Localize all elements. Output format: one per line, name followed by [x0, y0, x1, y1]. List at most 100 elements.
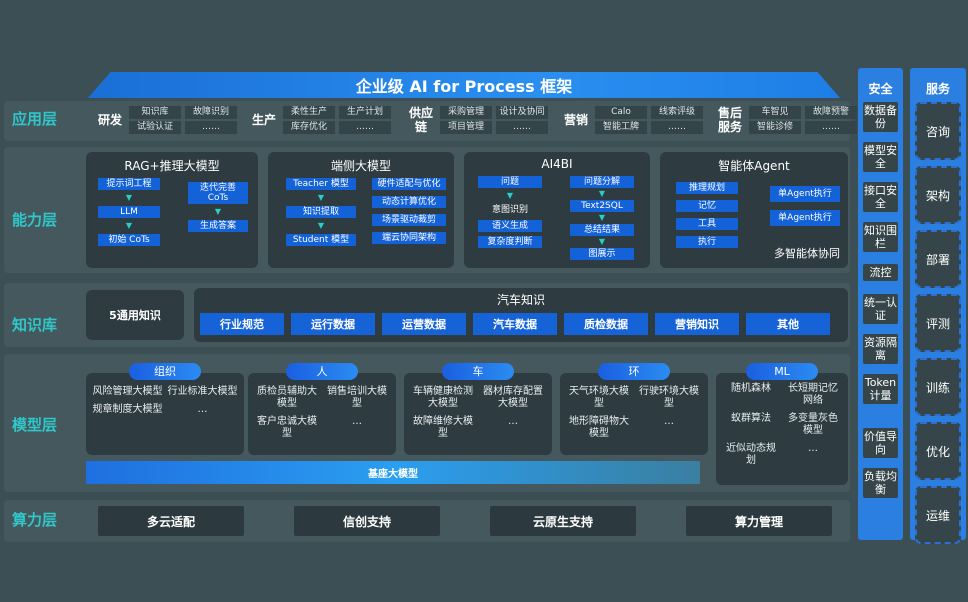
- app-item[interactable]: 故障识别: [185, 106, 237, 119]
- model-item[interactable]: …: [352, 416, 362, 427]
- compute-item[interactable]: 算力管理: [686, 506, 832, 536]
- app-item[interactable]: 生产计划: [339, 106, 391, 119]
- capability-panel-title: 智能体Agent: [718, 159, 790, 173]
- model-item[interactable]: …: [508, 416, 518, 427]
- capability-right-column: 问题分解 ▼ Text2SQL ▼ 总结结果 ▼ 图展示: [570, 176, 634, 260]
- model-item[interactable]: 天气环境大模型: [569, 386, 629, 409]
- model-item[interactable]: 风险管理大模型: [92, 386, 163, 397]
- app-item[interactable]: ……: [496, 121, 548, 134]
- model-group-panel: 质检员辅助大模型 销售培训大模型 客户忠诚大模型 …: [248, 373, 396, 455]
- app-item[interactable]: 库存优化: [283, 121, 335, 134]
- security-item[interactable]: 流控: [863, 264, 898, 281]
- model-group-items: 随机森林 长短期记忆网络蚁群算法 多变量灰色模型 近似动态规划 …: [722, 383, 842, 467]
- capability-step: 端云协同架构: [372, 232, 446, 244]
- app-item[interactable]: Calo: [595, 106, 647, 119]
- model-item[interactable]: 蚁群算法: [731, 413, 771, 424]
- model-item[interactable]: 多变量灰色模型: [788, 413, 838, 436]
- model-item[interactable]: 质检员辅助大模型: [257, 386, 317, 409]
- model-group-panel: 天气环境大模型 行驶环境大模型 地形障碍物大模型 …: [560, 373, 708, 455]
- app-group-name: 营销: [563, 113, 588, 127]
- model-item[interactable]: 客户忠诚大模型: [257, 416, 317, 439]
- model-item[interactable]: 地形障碍物大模型: [569, 416, 629, 439]
- model-item[interactable]: 近似动态规划: [726, 443, 776, 466]
- model-item[interactable]: 车辆健康检测大模型: [413, 386, 473, 409]
- service-item[interactable]: 优化: [915, 422, 961, 480]
- app-item[interactable]: 智能诊修: [749, 121, 801, 134]
- app-item[interactable]: 知识库: [129, 106, 181, 119]
- app-item[interactable]: 智能工牌: [595, 121, 647, 134]
- model-group-pill: 组织: [129, 363, 201, 380]
- model-item[interactable]: 规章制度大模型: [92, 404, 163, 415]
- capability-step: 复杂度判断: [478, 236, 542, 248]
- compute-item[interactable]: 多云适配: [98, 506, 244, 536]
- model-item[interactable]: …: [664, 416, 674, 427]
- model-item[interactable]: 行驶环境大模型: [639, 386, 699, 409]
- model-item[interactable]: 销售培训大模型: [327, 386, 387, 409]
- model-item[interactable]: 器材库存配置大模型: [483, 386, 543, 409]
- security-item[interactable]: Token计量: [863, 374, 898, 404]
- knowledge-item[interactable]: 汽车数据: [473, 313, 557, 335]
- security-item[interactable]: 模型安全: [863, 142, 898, 172]
- security-item[interactable]: 资源隔离: [863, 334, 898, 364]
- security-item[interactable]: 数据备份: [863, 102, 898, 132]
- capability-panel-title: 端侧大模型: [330, 159, 391, 173]
- knowledge-item[interactable]: 质检数据: [564, 313, 648, 335]
- model-item[interactable]: 长短期记忆网络: [788, 383, 838, 406]
- layer-label-knowledge: 知识库: [12, 316, 58, 334]
- knowledge-item[interactable]: 其他: [746, 313, 830, 335]
- security-item[interactable]: 负载均衡: [863, 468, 898, 498]
- app-item[interactable]: ……: [339, 121, 391, 134]
- app-item[interactable]: ……: [805, 121, 857, 134]
- app-item[interactable]: 设计及协同: [496, 106, 548, 119]
- security-item[interactable]: 知识围栏: [863, 222, 898, 252]
- service-item[interactable]: 架构: [915, 166, 961, 224]
- model-item[interactable]: …: [197, 404, 208, 415]
- service-item[interactable]: 运维: [915, 486, 961, 544]
- app-group: 售后服务 车智见 故障预警 智能诊修 ……: [716, 106, 857, 134]
- service-item[interactable]: 部署: [915, 230, 961, 288]
- app-item[interactable]: 故障预警: [805, 106, 857, 119]
- capability-step: 语义生成: [478, 220, 542, 232]
- service-item[interactable]: 训练: [915, 358, 961, 416]
- knowledge-item[interactable]: 行业规范: [200, 313, 284, 335]
- security-item[interactable]: 统一认证: [863, 294, 898, 324]
- compute-item[interactable]: 云原生支持: [490, 506, 636, 536]
- arrow-down-icon: ▼: [214, 207, 222, 216]
- app-group-name: 供应链: [408, 106, 433, 134]
- app-group: 营销 Calo 线索评级 智能工牌 ……: [562, 106, 703, 134]
- compute-item[interactable]: 信创支持: [294, 506, 440, 536]
- app-item[interactable]: 试验认证: [129, 121, 181, 134]
- capability-step: 动态计算优化: [372, 196, 446, 208]
- security-item[interactable]: 接口安全: [863, 182, 898, 212]
- model-item[interactable]: 故障维修大模型: [413, 416, 473, 439]
- service-item[interactable]: 评测: [915, 294, 961, 352]
- capability-step: 问题分解: [570, 176, 634, 188]
- base-model-bar: 基座大模型: [86, 461, 700, 484]
- arrow-down-icon: ▼: [598, 237, 606, 246]
- model-group-items: 天气环境大模型 行驶环境大模型 地形障碍物大模型 …: [566, 386, 702, 440]
- app-item[interactable]: 车智见: [749, 106, 801, 119]
- arrow-down-icon: ▼: [598, 213, 606, 222]
- security-item[interactable]: 价值导向: [863, 428, 898, 458]
- capability-left-column: 问题 ▼ 意图识别 语义生成 复杂度判断: [478, 176, 542, 248]
- model-item[interactable]: …: [808, 443, 818, 454]
- app-item[interactable]: 柔性生产: [283, 106, 335, 119]
- knowledge-item[interactable]: 营销知识: [655, 313, 739, 335]
- model-item[interactable]: 行业标准大模型: [167, 386, 238, 397]
- service-item[interactable]: 咨询: [915, 102, 961, 160]
- knowledge-item[interactable]: 运营数据: [382, 313, 466, 335]
- capability-right-column: 硬件适配与优化 动态计算优化 场景驱动裁剪 端云协同架构: [372, 178, 446, 244]
- app-item[interactable]: ……: [185, 121, 237, 134]
- general-knowledge: 5通用知识: [86, 290, 184, 340]
- app-item[interactable]: 线索评级: [651, 106, 703, 119]
- app-item[interactable]: 采购管理: [440, 106, 492, 119]
- app-item[interactable]: 项目管理: [440, 121, 492, 134]
- capability-step: 执行: [676, 236, 738, 248]
- capability-step: 单Agent执行: [770, 186, 840, 202]
- model-item[interactable]: 随机森林: [731, 383, 771, 394]
- capability-caption: 多智能体协同: [774, 247, 840, 260]
- layer-label-model: 模型层: [12, 416, 58, 434]
- app-item[interactable]: ……: [651, 121, 703, 134]
- knowledge-item[interactable]: 运行数据: [291, 313, 375, 335]
- app-group-items: 知识库 故障识别 试验认证 ……: [129, 106, 237, 134]
